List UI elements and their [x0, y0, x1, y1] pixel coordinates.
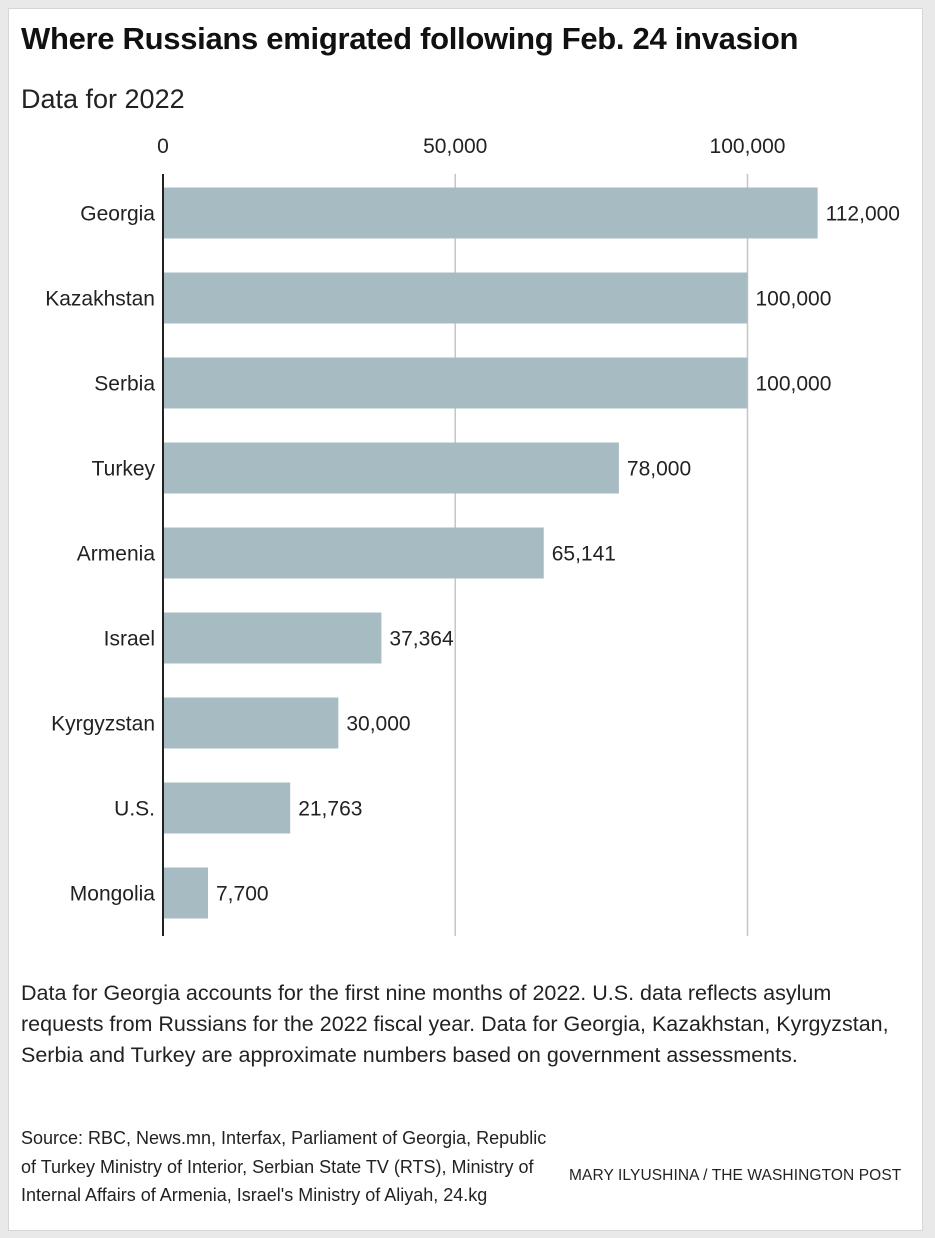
bar — [163, 272, 748, 324]
category-label: Mongolia — [70, 883, 156, 906]
chart-credit: MARY ILYUSHINA / THE WASHINGTON POST — [569, 1167, 902, 1184]
data-label: 21,763 — [298, 798, 362, 821]
category-label: Kazakhstan — [45, 288, 155, 311]
data-label: 78,000 — [627, 458, 691, 481]
data-label: 65,141 — [552, 543, 616, 566]
bar — [163, 527, 544, 579]
bar — [163, 612, 382, 664]
x-tick-label: 100,000 — [710, 135, 786, 158]
chart-card: Where Russians emigrated following Feb. … — [8, 8, 923, 1231]
data-label: 112,000 — [826, 203, 900, 226]
labels: Georgia 112,000 Kazakhstan 100,000 Serbia 100… — [45, 203, 900, 906]
chart-source: Source: RBC, News.mn, Interfax, Parliame… — [21, 1128, 547, 1205]
category-label: Armenia — [77, 543, 156, 566]
category-label: Georgia — [80, 203, 155, 226]
category-label: Israel — [104, 628, 155, 651]
data-label: 7,700 — [216, 883, 269, 906]
bar — [163, 442, 619, 494]
chart-note: Data for Georgia accounts for the first … — [21, 981, 889, 1067]
x-axis-ticks: 0 50,000 100,000 — [157, 135, 785, 158]
bar — [163, 697, 339, 749]
data-label: 37,364 — [389, 628, 454, 651]
bar — [163, 867, 209, 919]
x-tick-label: 50,000 — [423, 135, 487, 158]
category-label: Serbia — [94, 373, 155, 396]
data-label: 100,000 — [756, 373, 832, 396]
x-tick-label: 0 — [157, 135, 169, 158]
bar — [163, 782, 291, 834]
category-label: Turkey — [92, 458, 156, 481]
category-label: U.S. — [114, 798, 155, 821]
bar — [163, 187, 818, 239]
category-label: Kyrgyzstan — [51, 713, 155, 736]
bars — [163, 187, 818, 919]
bar — [163, 357, 748, 409]
chart-title: Where Russians emigrated following Feb. … — [21, 21, 799, 56]
data-label: 100,000 — [756, 288, 832, 311]
data-label: 30,000 — [346, 713, 410, 736]
bar-chart: 0 50,000 100,000 Georgia 112,000 Kazakhstan 1… — [45, 135, 900, 936]
chart-subtitle: Data for 2022 — [21, 84, 185, 114]
